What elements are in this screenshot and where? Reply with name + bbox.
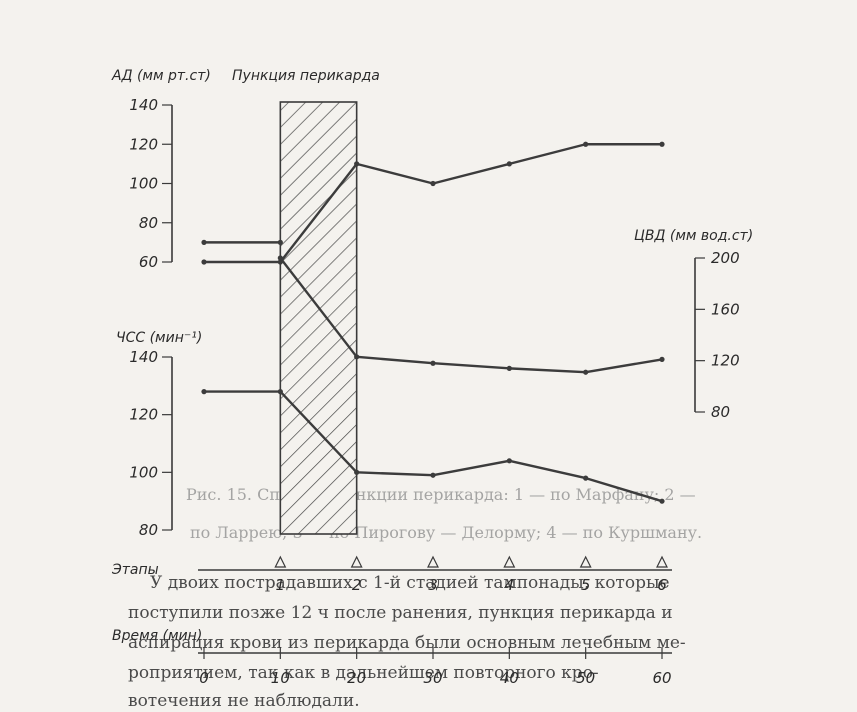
stage-marker: [579, 555, 592, 568]
body-text-line-4: роприятием, так как в дальнейшем повторн…: [128, 663, 599, 683]
bp-data-point: [277, 239, 283, 245]
body-text-line-2: поступили позже 12 ч после ранения, пунк…: [128, 603, 673, 623]
bp-tick-label: 80: [139, 214, 158, 232]
stage-label: 2: [352, 576, 362, 594]
bp-data-point: [201, 239, 207, 245]
panel-bp: 60 80 100 120 140 АД (мм рт.ст): [111, 68, 665, 271]
bp-data-point: [430, 180, 436, 187]
time-axis-label: Время (мин): [112, 628, 202, 644]
chart-panels: 60 80 100 120 140 АД (мм рт.ст) 80 100 120 140 ЧСС…: [111, 68, 753, 539]
cvp-tick-label: 120: [711, 352, 740, 370]
cvp-data-point: [506, 365, 512, 371]
hr-data-point: [354, 469, 360, 475]
time-axis: 0 10 20 30 40 50 60: [198, 647, 672, 687]
bp-tick-label: 120: [129, 135, 158, 153]
stages-row: 1 2 3 4 5 6: [198, 555, 672, 594]
figure-caption-line-2: по Ларрею; 3 — по Пирогову — Делорму; 4 …: [190, 523, 702, 542]
bp-data-point: [583, 141, 589, 147]
cvp-axis-label: ЦВД (мм вод.ст): [634, 228, 753, 244]
stage-label: 3: [428, 576, 438, 594]
time-tick-label: 30: [423, 669, 442, 687]
cvp-data-point: [583, 369, 589, 375]
stages-label: Этапы: [111, 562, 159, 578]
body-text-line-3: аспирация крови из перикарда были основн…: [128, 633, 686, 653]
hr-tick-label: 80: [139, 521, 158, 539]
time-tick-label: 40: [500, 669, 519, 687]
pericardial-puncture-band: [279, 101, 358, 535]
stage-label: 1: [276, 576, 286, 594]
bp-data-point: [659, 141, 665, 147]
pericardial-puncture-label: Пункция перикарда: [232, 68, 380, 84]
hr-tick-label: 140: [129, 348, 158, 366]
cvp-tick-label: 160: [711, 300, 740, 318]
bp-data-point: [201, 259, 207, 265]
hr-data-point: [583, 475, 589, 481]
cvp-data-point: [659, 356, 665, 362]
hr-axis-label: ЧСС (мин⁻¹): [116, 330, 202, 346]
stage-marker: [656, 555, 668, 568]
panel-hr: 80 100 120 140 ЧСС (мин⁻¹): [116, 330, 665, 539]
bp-series-line-1: [204, 143, 662, 264]
bp-tick-label: 60: [139, 253, 158, 271]
bp-data-point: [354, 161, 360, 167]
stage-label: 6: [657, 576, 667, 594]
stage-marker: [427, 555, 439, 568]
cvp-data-point: [277, 255, 283, 261]
hr-data-point: [659, 498, 665, 504]
panel-cvp: 80 120 160 200 ЦВД (мм вод.ст): [277, 228, 753, 421]
hr-tick-label: 100: [129, 463, 158, 481]
stage-label: 4: [505, 576, 515, 594]
time-tick-label: 20: [347, 669, 366, 687]
hr-data-point: [430, 472, 436, 478]
body-text-line-5: вотечения не наблюдали.: [128, 691, 360, 711]
cvp-data-point: [354, 354, 360, 360]
background-print: Рис. 15. Способы пункции перикарда: 1 — …: [128, 485, 702, 711]
stage-label: 5: [581, 576, 591, 594]
hr-tick-label: 120: [129, 406, 158, 424]
hr-data-point: [506, 458, 512, 464]
stage-marker: [274, 555, 287, 568]
stage-marker: [350, 555, 363, 568]
time-tick-label: 10: [271, 669, 290, 687]
bp-tick-label: 100: [129, 175, 158, 193]
body-text-line-1: У двоих пострадавших с 1-й стадией тампо…: [150, 573, 670, 593]
hr-data-point: [277, 389, 283, 395]
bp-data-point: [506, 161, 512, 167]
cvp-data-point: [430, 360, 436, 366]
cvp-tick-label: 80: [711, 403, 730, 421]
bp-axis-label: АД (мм рт.ст): [111, 68, 211, 84]
cvp-tick-label: 200: [711, 249, 740, 267]
hr-data-point: [201, 389, 207, 395]
time-tick-label: 60: [652, 669, 671, 687]
time-tick-label: 50: [576, 669, 595, 687]
bp-tick-label: 140: [129, 96, 158, 114]
cvp-series-line-1: [279, 257, 663, 374]
stage-marker: [503, 555, 516, 568]
time-tick-label: 0: [199, 669, 209, 687]
